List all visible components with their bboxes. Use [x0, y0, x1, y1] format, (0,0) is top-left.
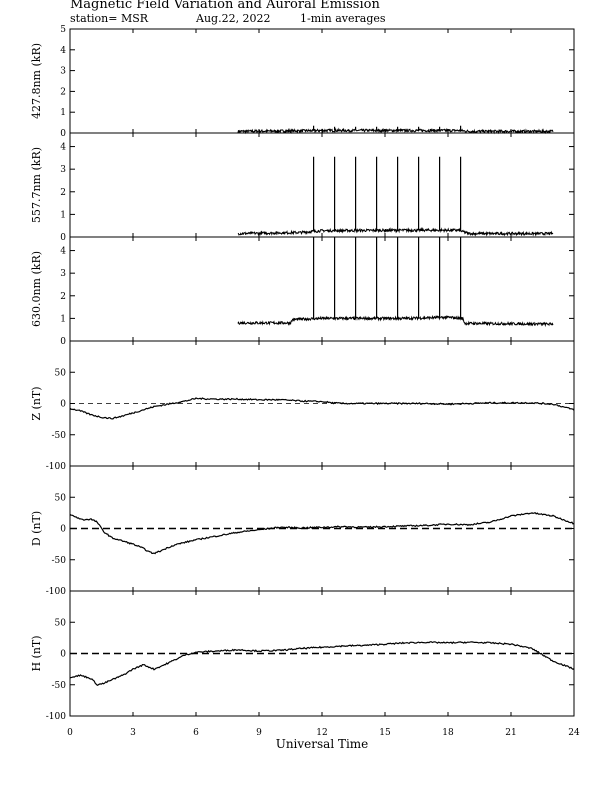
pD-ytick-label: 50 — [55, 493, 67, 503]
p5577-ytick-label: 4 — [60, 143, 66, 153]
xtick-label: 9 — [256, 728, 262, 738]
pD-ytick-label: 0 — [60, 525, 66, 535]
p5577-ytick-label: 1 — [60, 210, 66, 220]
pH-ytick-label: -100 — [46, 712, 66, 722]
p4278-ytick-label: 1 — [60, 108, 66, 118]
p4278-ylabel: 427.8nm (kR) — [30, 43, 43, 119]
xtick-label: 6 — [193, 728, 199, 738]
pZ-ytick-label: 0 — [60, 400, 66, 410]
p5577-ytick-label: 0 — [60, 233, 66, 243]
xtick-label: 21 — [505, 728, 516, 738]
p4278-ytick-label: 0 — [60, 129, 66, 139]
p4278-series — [237, 127, 554, 135]
pZ-ylabel: Z (nT) — [30, 386, 43, 420]
p4278-ytick-label: 2 — [60, 87, 66, 97]
pD-frame — [69, 465, 575, 592]
xtick-label: 24 — [568, 728, 580, 738]
station-label: station= MSR — [70, 12, 149, 25]
p6300-frame — [69, 236, 575, 342]
pD-ylabel: D (nT) — [30, 511, 43, 546]
pZ-ytick-label: 50 — [55, 368, 67, 378]
p5577-ytick-label: 2 — [60, 188, 66, 198]
xtick-label: 15 — [379, 728, 391, 738]
p5577-frame — [69, 132, 575, 238]
pH-series — [69, 641, 575, 687]
p5577-ylabel: 557.7nm (kR) — [30, 147, 43, 223]
pH-ylabel: H (nT) — [30, 635, 43, 671]
pD-ytick-label: -100 — [46, 587, 66, 597]
pH-ytick-label: -50 — [52, 681, 67, 691]
p4278-ytick-label: 3 — [60, 67, 66, 77]
p6300-ytick-label: 3 — [60, 269, 66, 279]
chart-title: Magnetic Field Variation and Auroral Emi… — [70, 0, 380, 12]
xtick-label: 12 — [316, 728, 327, 738]
pZ-ytick-label: -100 — [46, 462, 66, 472]
p6300-series — [237, 314, 554, 328]
xtick-label: 0 — [67, 728, 73, 738]
p6300-ytick-label: 0 — [60, 337, 66, 347]
pH-frame — [69, 590, 575, 717]
p6300-ytick-label: 1 — [60, 314, 66, 324]
xtick-label: 18 — [442, 728, 454, 738]
pH-ytick-label: 0 — [60, 650, 66, 660]
p6300-ytick-label: 4 — [60, 247, 66, 257]
xtick-label: 3 — [130, 728, 136, 738]
averaging-label: 1-min averages — [300, 12, 386, 25]
p4278-ytick-label: 4 — [60, 46, 66, 56]
p4278-ytick-label: 5 — [60, 25, 66, 35]
pH-ytick-label: 50 — [55, 618, 67, 628]
p4278-frame — [69, 28, 575, 134]
p6300-ytick-label: 2 — [60, 292, 66, 302]
p5577-series — [237, 227, 554, 237]
p6300-ylabel: 630.0nm (kR) — [30, 251, 43, 327]
pD-ytick-label: -50 — [52, 556, 67, 566]
x-axis-label: Universal Time — [276, 737, 369, 751]
pZ-series — [69, 397, 575, 420]
pD-series — [69, 511, 575, 555]
p5577-ytick-label: 3 — [60, 165, 66, 175]
date-label: Aug.22, 2022 — [196, 12, 271, 25]
pZ-ytick-label: -50 — [52, 431, 67, 441]
